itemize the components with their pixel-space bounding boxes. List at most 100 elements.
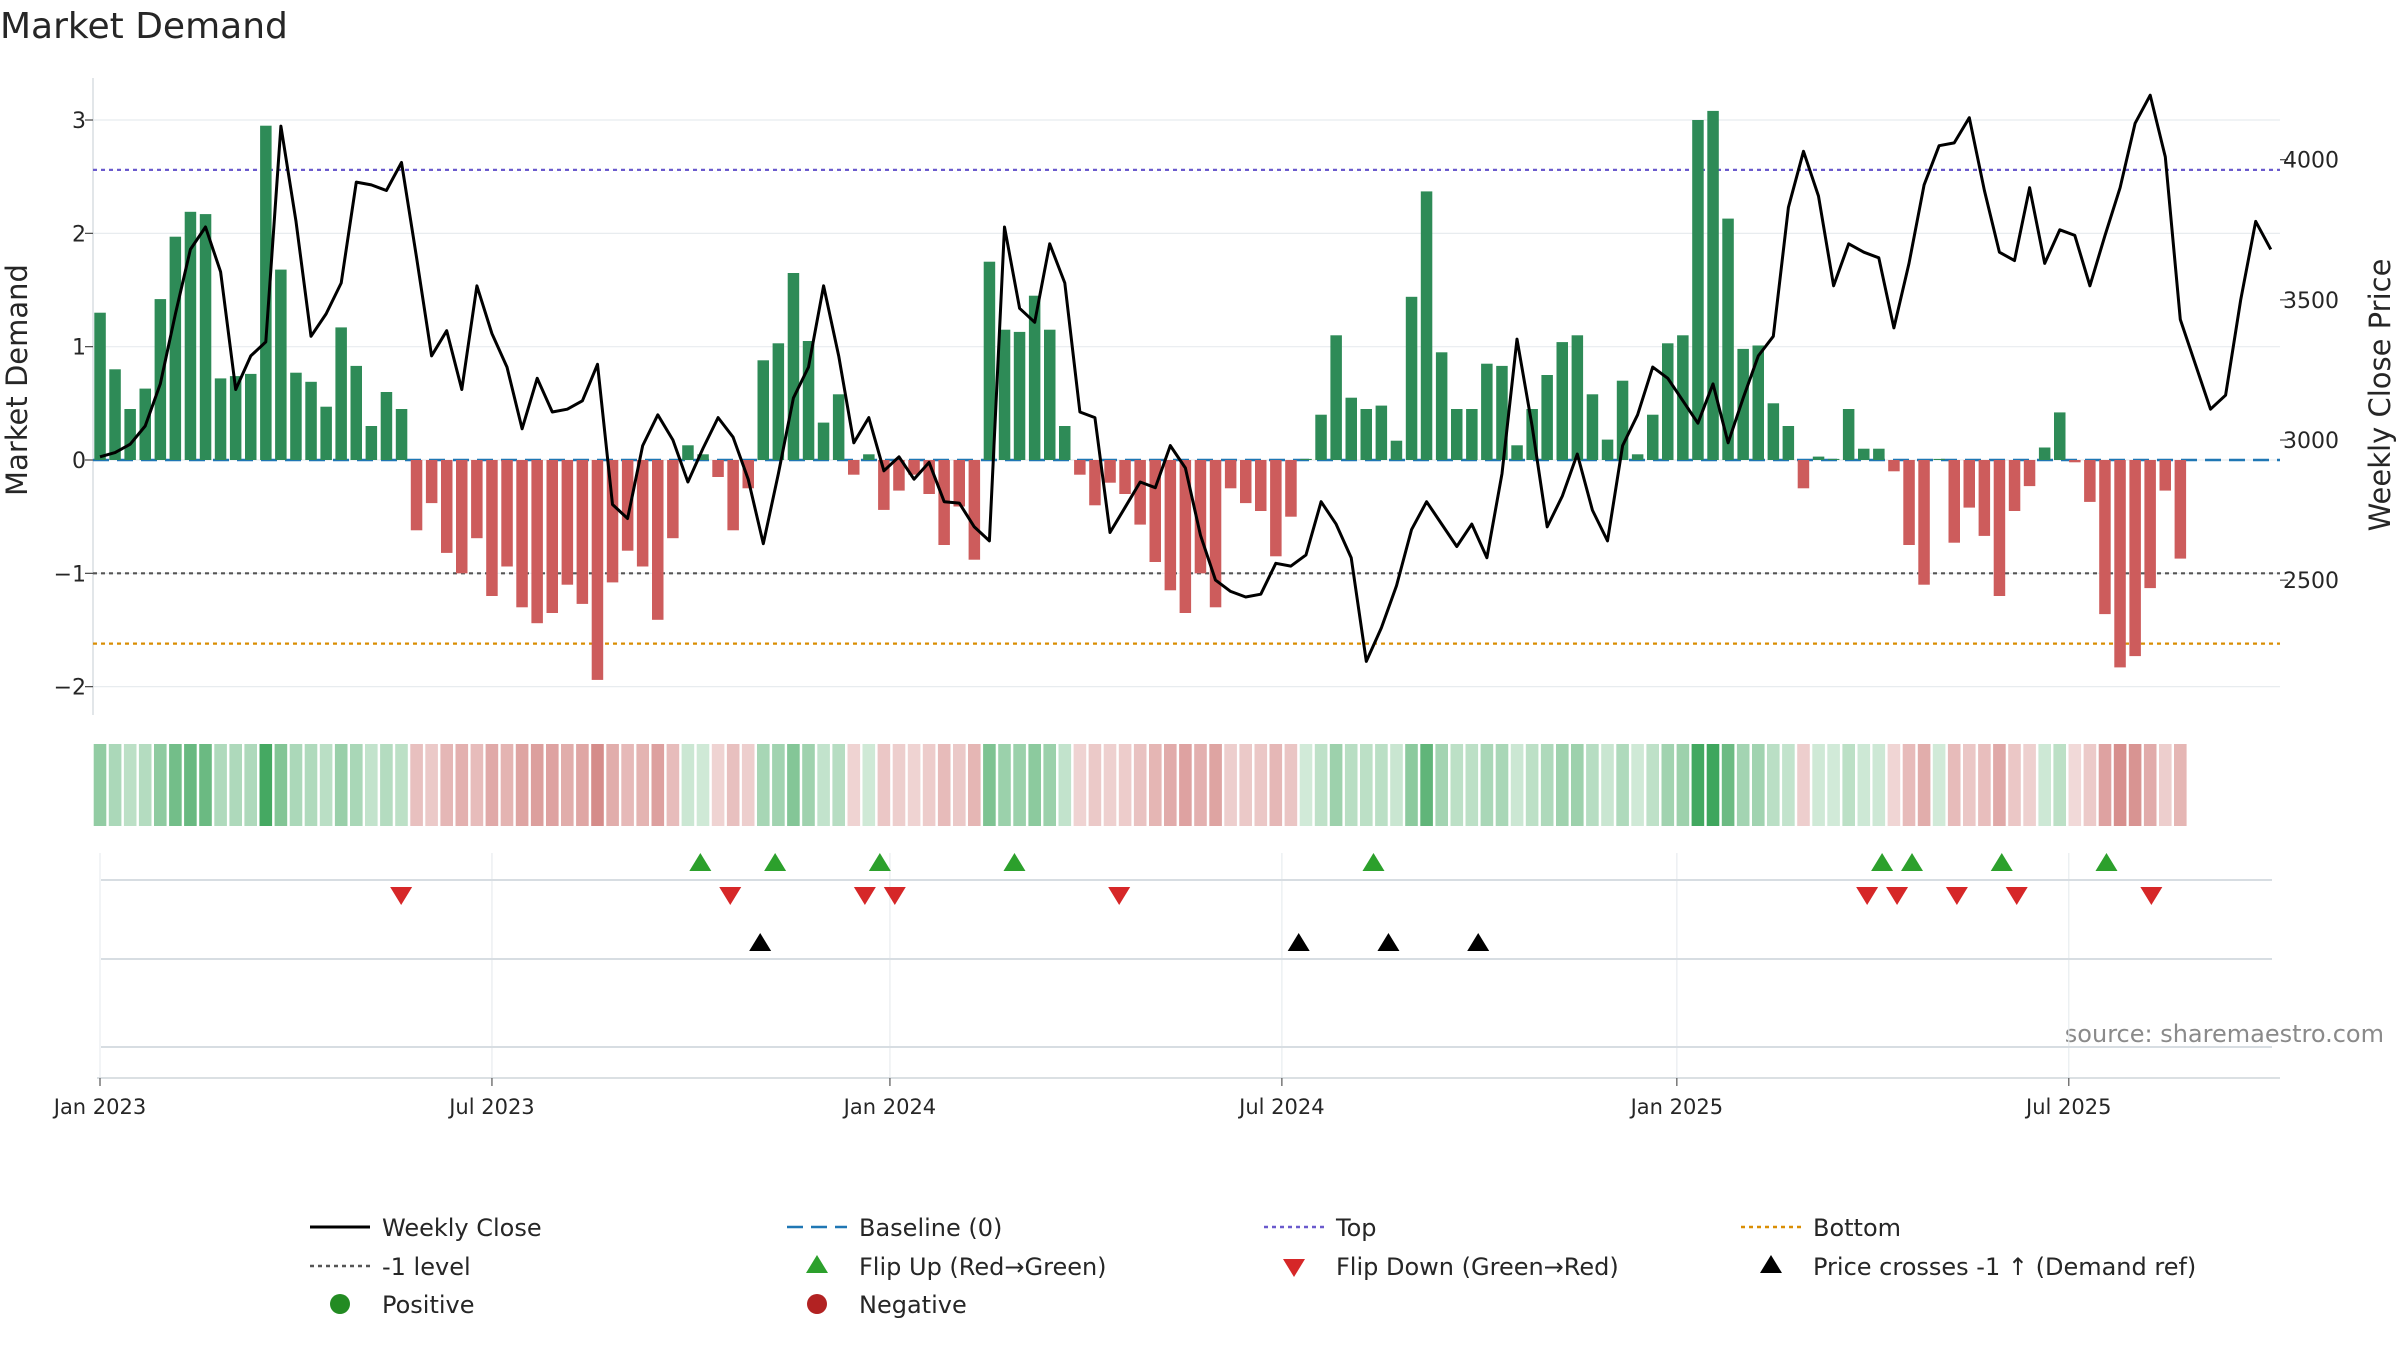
heat-cell [1329, 744, 1343, 826]
demand-bar [1149, 460, 1161, 562]
heat-cell [1480, 744, 1494, 826]
heat-cell [2174, 744, 2187, 826]
heat-cell [937, 744, 951, 826]
demand-bar [2129, 460, 2141, 657]
demand-bar [1209, 460, 1222, 608]
demand-bar [2023, 460, 2036, 487]
heat-cell [968, 744, 981, 826]
heat-cell [591, 744, 604, 826]
demand-bar [1752, 345, 1764, 460]
heat-cell [455, 744, 469, 826]
legend-label: Weekly Close [382, 1214, 542, 1242]
demand-bar [1390, 440, 1403, 460]
demand-bar [878, 460, 890, 510]
demand-bar [109, 369, 121, 460]
demand-bar [1993, 460, 2006, 596]
demand-bar [697, 454, 709, 460]
flip-down-marker [390, 887, 413, 905]
heat-cell [1224, 744, 1237, 826]
flip-up-marker [1362, 853, 1385, 871]
heat-cell [2128, 744, 2142, 826]
heat-cell [1299, 744, 1313, 826]
demand-bar [848, 460, 860, 475]
heat-cell [651, 744, 665, 826]
heat-cell [1932, 744, 1946, 826]
heat-cell [1947, 744, 1961, 826]
flip-up-marker [689, 853, 712, 871]
heat-cell [1164, 744, 1177, 826]
heat-cell [1179, 744, 1192, 826]
heat-cell [847, 744, 861, 826]
demand-bar [652, 460, 664, 620]
heat-cell [274, 744, 288, 826]
heat-cell [500, 744, 514, 826]
legend-swatch [1760, 1255, 1782, 1273]
demand-bar [1842, 409, 1855, 460]
heat-cell [621, 744, 634, 826]
demand-bars [94, 110, 2187, 680]
demand-bar [727, 460, 739, 531]
demand-bar [2008, 460, 2021, 511]
demand-bar [998, 329, 1011, 460]
legend-item: Bottom [1741, 1214, 1901, 1242]
heat-cell [470, 744, 484, 826]
demand-bar [636, 460, 649, 567]
demand-bar [2144, 460, 2156, 589]
demand-bar [229, 376, 242, 460]
heat-cell [1631, 744, 1644, 826]
demand-bar [305, 381, 317, 460]
demand-bar [983, 261, 996, 460]
date-tick-label: Jul 2024 [1237, 1095, 1324, 1119]
demand-bar [817, 422, 830, 460]
heat-cell [515, 744, 529, 826]
demand-bar [621, 460, 634, 551]
demand-bar [1767, 403, 1780, 460]
heat-cell [1103, 744, 1117, 826]
heat-cell [1405, 744, 1418, 826]
heat-cell [440, 744, 453, 826]
heat-cell [304, 744, 318, 826]
demand-bar [1451, 409, 1463, 460]
heat-cell [636, 744, 649, 826]
heat-cell [199, 744, 212, 826]
demand-bar [1059, 426, 1071, 460]
legend-swatch [807, 1294, 827, 1314]
demand-bar [1662, 343, 1674, 460]
heat-cell [877, 744, 891, 826]
demand-bar [1692, 120, 1704, 460]
heat-cell [681, 744, 695, 826]
heat-cell [576, 744, 589, 826]
flip-up-marker [2095, 853, 2118, 871]
heat-cell [546, 744, 559, 826]
heat-cell [1314, 744, 1328, 826]
date-tick-label: Jan 2025 [1629, 1095, 1724, 1119]
demand-bar [953, 460, 965, 507]
legend-swatch [806, 1255, 828, 1273]
legend-label: Flip Up (Red→Green) [859, 1253, 1107, 1281]
demand-bar [1496, 365, 1508, 460]
heat-cell [2053, 744, 2066, 826]
demand-bar [350, 365, 362, 460]
demand-bar [1179, 460, 1192, 613]
legend-label: Top [1335, 1214, 1377, 1242]
heat-cell [380, 744, 393, 826]
demand-bar [1044, 329, 1056, 460]
heat-cell [1646, 744, 1659, 826]
legend-swatch [1283, 1259, 1305, 1277]
demand-bar [94, 312, 106, 460]
demand-bar [2159, 460, 2171, 491]
heat-cell [2023, 744, 2036, 826]
demand-bar [184, 211, 197, 460]
heat-cell [530, 744, 544, 826]
heat-cell [757, 744, 770, 826]
y-tick-label-right: 3500 [2283, 289, 2339, 314]
demand-bar [1858, 448, 1870, 460]
demand-bar [425, 460, 438, 504]
demand-bar [260, 125, 272, 460]
demand-bar [2054, 412, 2066, 460]
heat-cell [1767, 744, 1780, 826]
legend-item: Positive [330, 1291, 475, 1319]
heat-cell [1752, 744, 1765, 826]
demand-bar [772, 343, 785, 460]
heat-cell [395, 744, 408, 826]
